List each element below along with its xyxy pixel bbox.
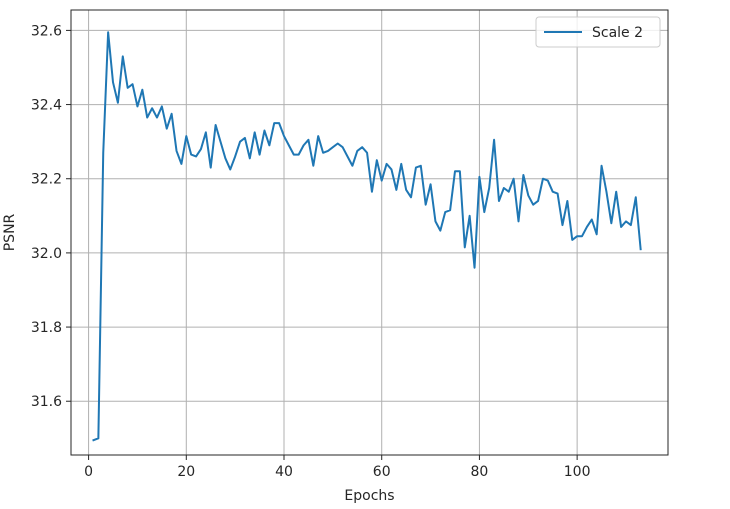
y-axis-title: PSNR: [2, 213, 18, 251]
y-tick-label: 31.6: [31, 394, 62, 410]
legend-label-scale-2: Scale 2: [592, 25, 643, 41]
x-tick-label: 40: [275, 464, 293, 480]
legend-box: [535, 16, 661, 48]
x-tick-label: 100: [564, 464, 591, 480]
x-tick-label: 60: [373, 464, 391, 480]
x-tick-label: 0: [84, 464, 93, 480]
x-axis-title: Epochs: [344, 488, 394, 504]
x-tick-label: 20: [177, 464, 195, 480]
y-tick-label: 32.2: [31, 172, 62, 188]
y-tick-label: 32.0: [31, 246, 62, 262]
plot-background: [71, 10, 668, 455]
x-tick-label: 80: [471, 464, 489, 480]
y-tick-label: 32.4: [31, 98, 62, 114]
legend: Scale 2: [535, 16, 661, 48]
series-line-scale-2: [92, 31, 642, 442]
series-lines: [92, 31, 642, 442]
y-tick-label: 31.8: [31, 320, 62, 336]
plot-frame: [70, 9, 669, 456]
axis-ticks: 0 20 40 60 80 100 31.6 31.8 32.0 32.2 32.4 32.6: [31, 23, 591, 480]
grid-lines: [71, 10, 668, 455]
y-tick-label: 32.6: [31, 23, 62, 39]
